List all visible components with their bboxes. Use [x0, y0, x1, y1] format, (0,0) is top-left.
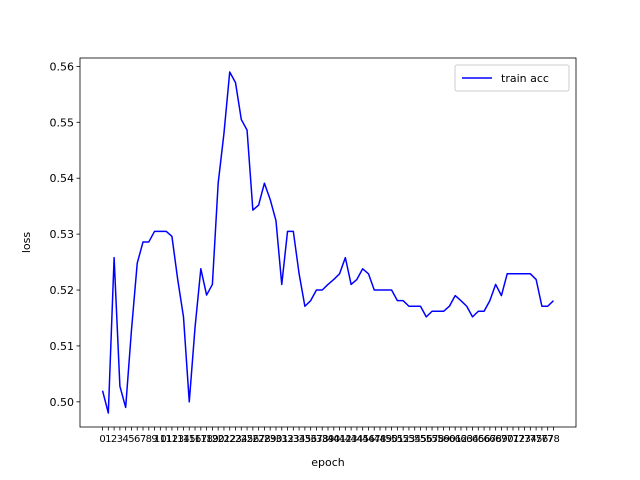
x-tick-label: 49: [379, 434, 392, 445]
x-tick-label: 75: [530, 434, 543, 445]
x-tick-label: 37: [310, 434, 323, 445]
x-tick-label: 14: [177, 434, 190, 445]
x-tick-label: 76: [536, 434, 549, 445]
x-tick-label: 42: [339, 434, 352, 445]
x-tick-label: 25: [241, 434, 254, 445]
x-tick-label: 11: [160, 434, 173, 445]
x-tick-label: 6: [134, 434, 140, 445]
x-axis-label: epoch: [311, 456, 345, 469]
x-tick-label: 59: [437, 434, 450, 445]
x-tick-label: 55: [414, 434, 427, 445]
x-tick-label: 31: [275, 434, 288, 445]
x-tick-label: 45: [356, 434, 369, 445]
x-tick-label: 41: [333, 434, 346, 445]
x-axis-ticks: 0 1 2 3 4 5 6 7 8 9101112131415161718192021222324…: [99, 427, 560, 445]
x-tick-label: 62: [455, 434, 468, 445]
x-tick-label: 53: [403, 434, 416, 445]
x-tick-label: 13: [171, 434, 184, 445]
x-tick-label: 24: [235, 434, 248, 445]
x-tick-label: 48: [374, 434, 387, 445]
x-tick-label: 15: [183, 434, 196, 445]
x-tick-label: 12: [166, 434, 179, 445]
y-axis-ticks: 0.50 0.51 0.52 0.53 0.54 0.55 0.56: [50, 60, 80, 409]
x-tick-label: 2: [111, 434, 117, 445]
x-tick-label: 27: [252, 434, 265, 445]
x-tick-label: 4: [122, 434, 128, 445]
x-tick-label: 43: [345, 434, 358, 445]
x-tick-label: 33: [287, 434, 300, 445]
x-tick-label: 38: [316, 434, 329, 445]
x-tick-label: 69: [495, 434, 508, 445]
x-tick-label: 29: [264, 434, 277, 445]
x-tick-label: 67: [483, 434, 496, 445]
x-tick-label: 70: [501, 434, 514, 445]
x-tick-label: 68: [489, 434, 502, 445]
x-tick-label: 1: [105, 434, 111, 445]
x-tick-label: 78: [547, 434, 560, 445]
x-tick-label: 7: [140, 434, 146, 445]
y-tick-label: 0.52: [50, 284, 75, 297]
x-tick-label: 32: [281, 434, 294, 445]
x-tick-label: 50: [385, 434, 398, 445]
x-tick-label: 64: [466, 434, 479, 445]
y-tick-label: 0.53: [50, 228, 75, 241]
x-tick-label: 26: [246, 434, 259, 445]
y-tick-label: 0.56: [50, 60, 75, 73]
x-tick-label: 56: [420, 434, 433, 445]
y-tick-label: 0.51: [50, 340, 75, 353]
x-tick-label: 17: [194, 434, 207, 445]
x-tick-label: 66: [478, 434, 491, 445]
legend-box: [454, 64, 570, 92]
x-tick-label: 19: [206, 434, 219, 445]
x-tick-label: 10: [154, 434, 167, 445]
x-tick-label: 35: [299, 434, 312, 445]
x-tick-label: 61: [449, 434, 462, 445]
x-tick-label: 60: [443, 434, 456, 445]
x-tick-label: 40: [327, 434, 340, 445]
x-tick-label: 20: [212, 434, 225, 445]
x-tick-label: 71: [507, 434, 520, 445]
x-tick-label: 30: [270, 434, 283, 445]
x-tick-label: 65: [472, 434, 485, 445]
legend-label-train-acc: train acc: [501, 72, 549, 85]
x-tick-label: 52: [397, 434, 410, 445]
x-tick-label: 39: [322, 434, 335, 445]
x-tick-label: 18: [200, 434, 213, 445]
x-tick-label: 23: [229, 434, 242, 445]
x-tick-label: 5: [128, 434, 134, 445]
x-tick-label: 44: [351, 434, 364, 445]
y-tick-label: 0.55: [50, 116, 75, 129]
x-tick-label: 51: [391, 434, 404, 445]
x-tick-label: 8: [146, 434, 152, 445]
x-tick-label: 22: [223, 434, 236, 445]
x-tick-label: 73: [518, 434, 531, 445]
x-tick-label: 58: [431, 434, 444, 445]
x-tick-label: 72: [512, 434, 525, 445]
x-tick-label: 74: [524, 434, 537, 445]
x-tick-label: 63: [460, 434, 473, 445]
x-tick-label: 21: [218, 434, 231, 445]
x-tick-label: 9: [151, 434, 157, 445]
y-tick-label: 0.54: [50, 172, 75, 185]
x-tick-label: 16: [189, 434, 202, 445]
x-tick-label: 54: [408, 434, 421, 445]
x-tick-label: 28: [258, 434, 271, 445]
x-tick-label: 36: [304, 434, 317, 445]
y-axis-label: loss: [20, 232, 33, 254]
x-tick-label: 46: [362, 434, 375, 445]
x-tick-label: 77: [541, 434, 554, 445]
x-tick-label: 3: [117, 434, 123, 445]
x-tick-label: 57: [426, 434, 439, 445]
x-tick-label: 0: [99, 434, 105, 445]
legend: train acc: [454, 64, 570, 92]
x-tick-label: 34: [293, 434, 306, 445]
y-tick-label: 0.50: [50, 396, 75, 409]
x-tick-label: 47: [368, 434, 381, 445]
